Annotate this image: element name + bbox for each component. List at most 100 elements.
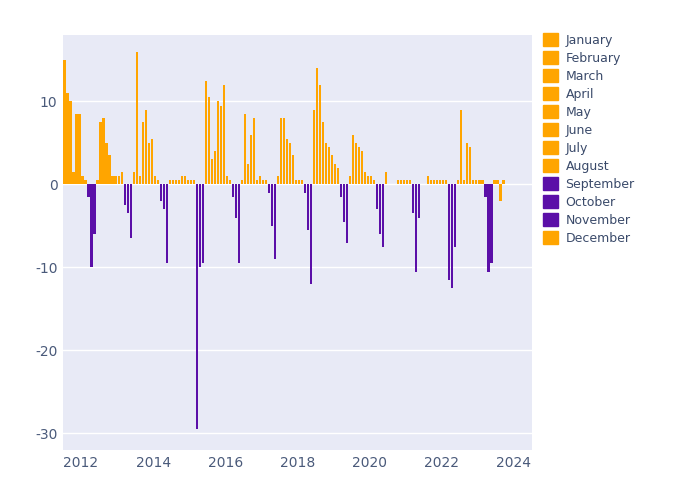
Bar: [289, 143, 291, 184]
Bar: [352, 134, 354, 184]
Bar: [39, 126, 41, 184]
Bar: [494, 180, 496, 184]
Bar: [187, 180, 189, 184]
Bar: [295, 180, 297, 184]
Bar: [445, 180, 447, 184]
Bar: [42, 147, 45, 184]
Bar: [102, 118, 105, 184]
Bar: [55, 184, 57, 197]
Bar: [340, 184, 342, 197]
Bar: [178, 180, 180, 184]
Bar: [174, 180, 177, 184]
Bar: [247, 164, 249, 184]
Bar: [358, 147, 360, 184]
Bar: [349, 176, 351, 184]
Bar: [250, 134, 252, 184]
Bar: [225, 176, 228, 184]
Bar: [442, 180, 444, 184]
Bar: [503, 180, 505, 184]
Bar: [118, 176, 120, 184]
Bar: [334, 164, 336, 184]
Bar: [234, 184, 237, 218]
Bar: [93, 184, 96, 234]
Bar: [256, 180, 258, 184]
Bar: [463, 180, 466, 184]
Bar: [433, 180, 435, 184]
Bar: [301, 180, 303, 184]
Bar: [34, 134, 36, 184]
Bar: [448, 184, 450, 280]
Bar: [130, 184, 132, 238]
Bar: [409, 180, 412, 184]
Bar: [145, 110, 147, 184]
Bar: [60, 164, 62, 184]
Bar: [204, 80, 207, 184]
Bar: [367, 176, 370, 184]
Bar: [108, 156, 111, 184]
Bar: [259, 176, 261, 184]
Bar: [136, 52, 138, 184]
Bar: [132, 172, 135, 184]
Bar: [160, 184, 162, 201]
Bar: [478, 180, 480, 184]
Bar: [469, 147, 472, 184]
Bar: [162, 184, 164, 210]
Bar: [141, 122, 144, 184]
Bar: [214, 151, 216, 184]
Bar: [482, 180, 484, 184]
Bar: [376, 184, 378, 210]
Bar: [373, 180, 375, 184]
Bar: [283, 118, 285, 184]
Bar: [412, 184, 414, 214]
Bar: [268, 184, 270, 192]
Bar: [211, 160, 213, 184]
Bar: [496, 180, 498, 184]
Bar: [238, 184, 240, 263]
Bar: [232, 184, 234, 197]
Bar: [64, 60, 66, 184]
Bar: [415, 184, 417, 272]
Bar: [319, 85, 321, 184]
Bar: [355, 143, 357, 184]
Bar: [166, 184, 168, 263]
Bar: [36, 130, 38, 184]
Bar: [397, 180, 399, 184]
Bar: [153, 176, 156, 184]
Bar: [46, 168, 48, 184]
Bar: [229, 180, 231, 184]
Bar: [78, 114, 81, 184]
Bar: [193, 180, 195, 184]
Bar: [473, 180, 475, 184]
Bar: [274, 184, 276, 259]
Bar: [361, 151, 363, 184]
Bar: [280, 118, 282, 184]
Bar: [253, 118, 255, 184]
Bar: [328, 147, 330, 184]
Bar: [76, 114, 78, 184]
Bar: [69, 102, 71, 184]
Bar: [466, 143, 468, 184]
Bar: [220, 106, 222, 184]
Bar: [370, 176, 372, 184]
Bar: [90, 184, 92, 268]
Bar: [292, 156, 294, 184]
Bar: [85, 180, 87, 184]
Bar: [196, 184, 198, 429]
Bar: [51, 184, 54, 192]
Bar: [183, 176, 186, 184]
Bar: [127, 184, 129, 214]
Bar: [427, 176, 429, 184]
Bar: [81, 176, 84, 184]
Bar: [223, 85, 225, 184]
Bar: [325, 143, 327, 184]
Bar: [88, 184, 90, 197]
Bar: [337, 168, 340, 184]
Bar: [304, 184, 306, 192]
Bar: [475, 180, 477, 184]
Bar: [313, 110, 315, 184]
Bar: [331, 156, 333, 184]
Bar: [199, 184, 201, 268]
Bar: [139, 176, 141, 184]
Bar: [430, 180, 433, 184]
Bar: [322, 122, 324, 184]
